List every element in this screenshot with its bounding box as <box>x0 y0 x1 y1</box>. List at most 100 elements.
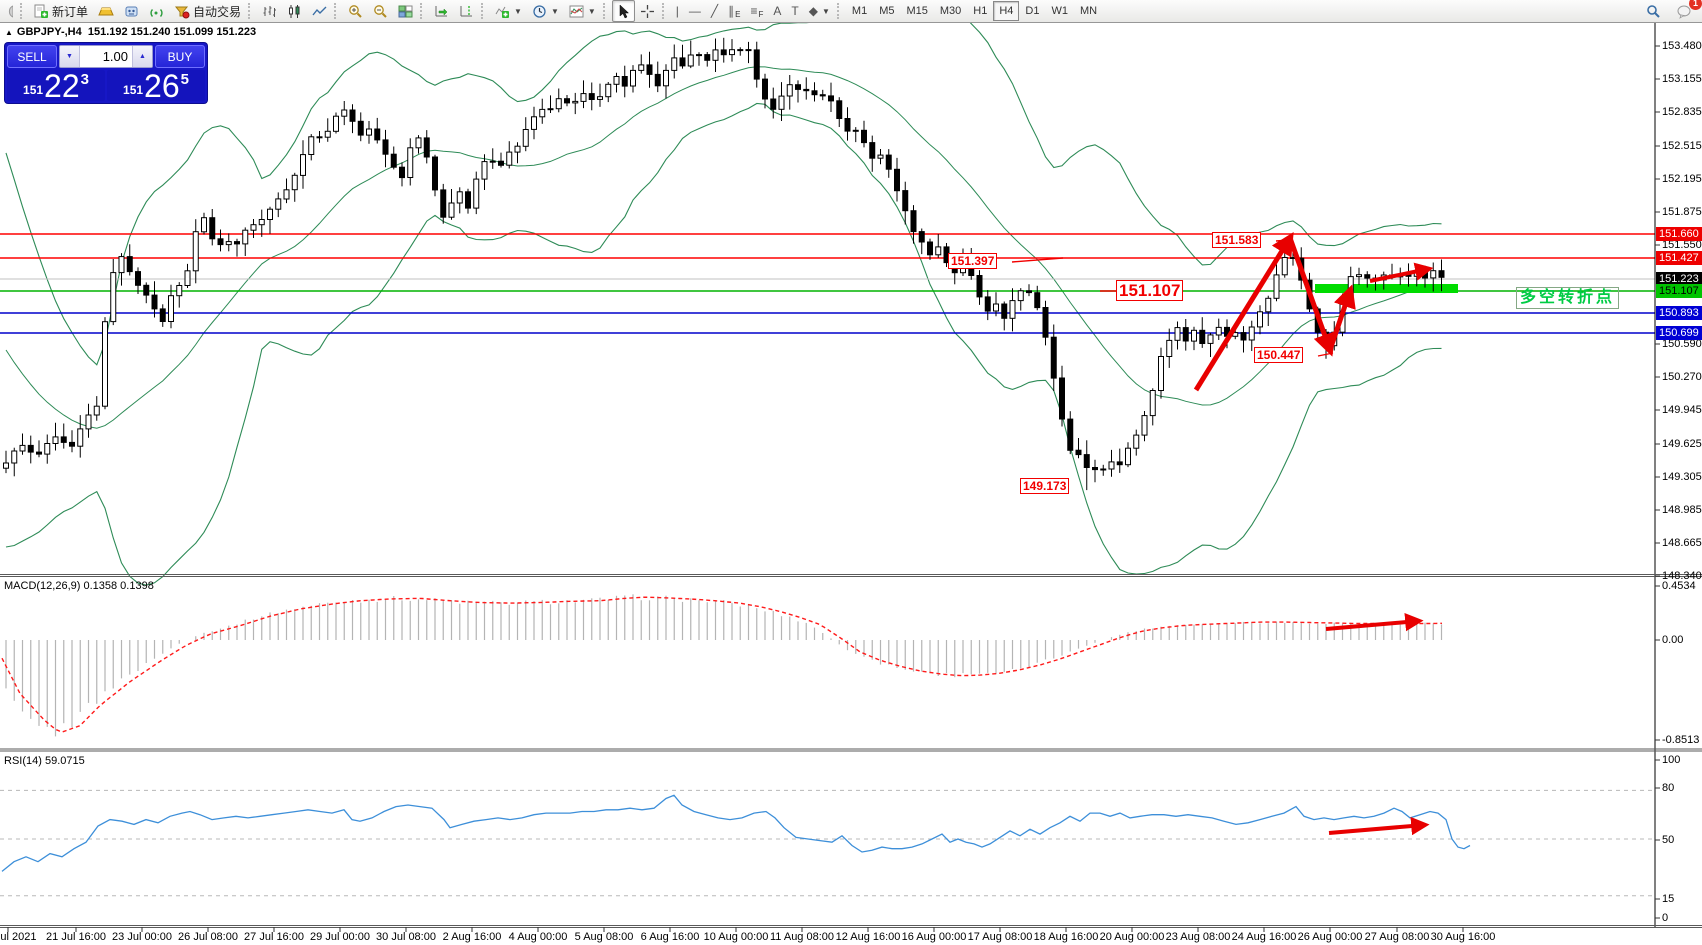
tf-m1-label: M1 <box>851 5 868 17</box>
tf-m1[interactable]: M1 <box>846 1 873 21</box>
volume-value[interactable]: 1.00 <box>102 49 128 64</box>
rsi-axis-label: 15 <box>1662 893 1675 905</box>
time-axis-label[interactable]: 27 Jul 16:00 <box>244 931 304 943</box>
time-axis-label[interactable]: 20 Jul 2021 <box>0 931 37 943</box>
time-axis-label[interactable]: 16 Aug 00:00 <box>901 931 967 943</box>
time-axis-label[interactable]: 2 Aug 16:00 <box>442 931 502 943</box>
time-axis-label[interactable]: 30 Jul 08:00 <box>376 931 436 943</box>
notification-badge: 1 <box>1689 0 1702 10</box>
tf-m15[interactable]: M15 <box>900 1 933 21</box>
zoom-out-button[interactable] <box>368 0 393 22</box>
gold-icon <box>98 4 114 19</box>
time-axis-label[interactable]: 5 Aug 08:00 <box>574 931 634 943</box>
partial-icon <box>5 4 13 19</box>
hline-button[interactable]: — <box>684 0 706 22</box>
time-axis-label[interactable]: 30 Aug 16:00 <box>1430 931 1496 943</box>
time-axis-label[interactable]: 27 Aug 08:00 <box>1364 931 1430 943</box>
time-axis-label[interactable]: 12 Aug 16:00 <box>835 931 901 943</box>
tf-w1[interactable]: W1 <box>1045 1 1074 21</box>
candle-chart-button[interactable] <box>282 0 307 22</box>
zoom-in-button[interactable] <box>343 0 368 22</box>
fibo-button[interactable]: ≡ F <box>750 4 764 19</box>
text-button[interactable]: A <box>768 0 786 22</box>
time-axis-label[interactable]: 23 Aug 08:00 <box>1165 931 1231 943</box>
tile-windows-button[interactable] <box>393 0 418 22</box>
channel-button[interactable]: ∥ E <box>728 4 741 19</box>
autotrading-button[interactable]: 自动交易 <box>169 0 246 22</box>
sell-price-base: 151 <box>23 83 44 97</box>
tf-m5[interactable]: M5 <box>873 1 900 21</box>
sell-price[interactable]: 151 22 3 <box>7 68 105 104</box>
tf-d1[interactable]: D1 <box>1019 1 1045 21</box>
label-button[interactable]: T <box>786 0 803 22</box>
channel-button-glyph: ∥ <box>728 4 735 18</box>
new-order-button[interactable]: 新订单 <box>29 0 93 22</box>
chart-shift-button[interactable] <box>454 0 479 22</box>
new-order-icon <box>34 4 49 19</box>
shapes-button[interactable]: ◆ ▼ <box>804 0 835 22</box>
periods-button[interactable]: ▼ <box>527 0 564 22</box>
time-axis-label[interactable]: 10 Aug 00:00 <box>703 931 769 943</box>
buy-price-base: 151 <box>123 83 144 97</box>
tf-h1[interactable]: H1 <box>967 1 993 21</box>
cursor-button[interactable] <box>611 0 635 22</box>
time-axis-label[interactable]: 26 Jul 08:00 <box>178 931 238 943</box>
macd-axis-label: 0.4534 <box>1662 580 1696 592</box>
group-grip <box>248 3 254 19</box>
dropdown-caret-icon: ▼ <box>550 6 559 16</box>
time-axis-label[interactable]: 26 Aug 00:00 <box>1297 931 1363 943</box>
chat-button[interactable]: 1 <box>1672 0 1702 22</box>
time-axis-label[interactable]: 17 Aug 08:00 <box>967 931 1033 943</box>
tf-m30[interactable]: M30 <box>934 1 967 21</box>
bar-chart-button[interactable] <box>257 0 282 22</box>
price-axis-label: 152.515 <box>1662 140 1702 152</box>
crosshair-button[interactable] <box>635 0 660 22</box>
bars-icon <box>262 4 277 19</box>
price-level-badge: 151.427 <box>1656 251 1702 265</box>
price-axis-label: 152.195 <box>1662 173 1702 185</box>
time-axis-label[interactable]: 11 Aug 08:00 <box>769 931 835 943</box>
cursor-icon <box>617 3 630 19</box>
toolbar: 新订单 自动交易 ▼ ▼ ▼ | — ╱ ∥ E ≡ F A T ◆ ▼ M1 M5 M15 M30 H1 H4 D1 W1 M… <box>0 0 1702 23</box>
volume-down-button[interactable]: ▼ <box>60 46 80 67</box>
time-axis-label[interactable]: 23 Jul 00:00 <box>112 931 172 943</box>
tf-mn[interactable]: MN <box>1074 1 1103 21</box>
symbol-ohlc: 151.192 151.240 151.099 151.223 <box>87 26 257 38</box>
tf-w1-label: W1 <box>1051 5 1068 17</box>
trendline-button[interactable]: ╱ <box>706 0 723 22</box>
buy-price[interactable]: 151 26 5 <box>107 70 205 102</box>
volume-up-button[interactable]: ▲ <box>132 46 152 67</box>
expert-advisors-button[interactable] <box>119 0 144 22</box>
time-axis-label[interactable]: 6 Aug 16:00 <box>640 931 700 943</box>
price-axis-label: 153.480 <box>1662 40 1702 52</box>
time-axis-label[interactable]: 29 Jul 00:00 <box>310 931 370 943</box>
tf-h4-label: H4 <box>999 5 1014 17</box>
toolbar-group: M1 M5 M15 M30 H1 H4 D1 W1 MN <box>835 0 1103 22</box>
time-axis-label[interactable]: 20 Aug 00:00 <box>1099 931 1165 943</box>
candles-icon <box>287 4 302 19</box>
search-button[interactable] <box>1641 0 1666 22</box>
time-axis-label[interactable]: 24 Aug 16:00 <box>1231 931 1297 943</box>
signals-button[interactable] <box>144 0 169 22</box>
buy-button[interactable]: BUY <box>155 45 205 68</box>
time-axis-label[interactable]: 18 Aug 16:00 <box>1033 931 1099 943</box>
time-axis-label[interactable]: 4 Aug 00:00 <box>508 931 568 943</box>
turning-point-label: 多空转折点 <box>1516 287 1620 309</box>
time-axis-label[interactable]: 21 Jul 16:00 <box>46 931 106 943</box>
symbol-name: GBPJPY-,H4 <box>16 26 82 38</box>
one-click-trade-panel: SELL ▼ 1.00 ▲ BUY 151 22 3 151 26 5 <box>5 43 207 103</box>
tf-h4[interactable]: H4 <box>993 1 1020 21</box>
templates-button[interactable]: ▼ <box>564 0 601 22</box>
indicators-button[interactable]: ▼ <box>490 0 527 22</box>
autoscroll-button[interactable] <box>429 0 454 22</box>
buy-price-sup: 5 <box>180 71 189 88</box>
sell-price-big: 22 <box>44 68 80 104</box>
vline-button[interactable]: | <box>671 0 684 22</box>
sell-button[interactable]: SELL <box>7 45 57 68</box>
line-chart-button[interactable] <box>307 0 332 22</box>
toolbar-group: 新订单 自动交易 <box>18 0 246 22</box>
gold-button[interactable] <box>93 0 119 22</box>
macd-axis-label: 0.00 <box>1662 634 1684 646</box>
collapse-triangle-icon[interactable]: ▲ <box>5 28 13 37</box>
